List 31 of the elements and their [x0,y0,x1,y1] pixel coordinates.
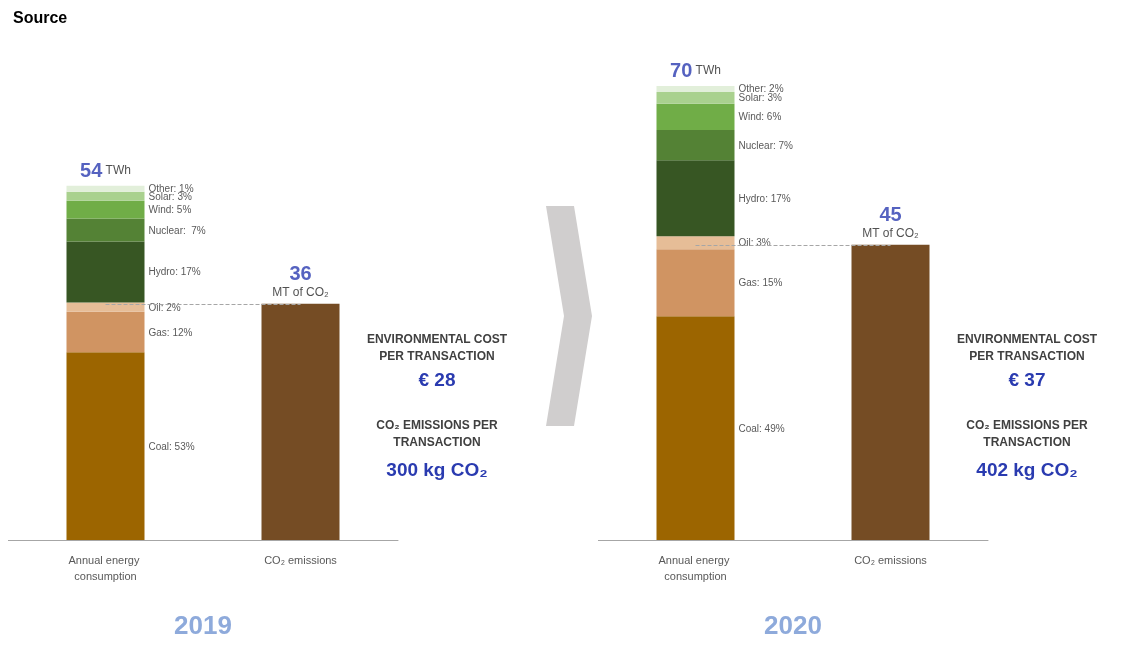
annotation: CO₂ EMISSIONS PER TRANSACTION [966,417,1089,449]
series-label: Gas: 15% [738,277,783,289]
text: € 37 [1008,368,1046,390]
data-label: 36 MT of CO₂ [272,261,330,299]
data-label: 45 MT of CO₂ [862,202,920,240]
series-label: Hydro: 17% [738,192,791,204]
chart-title: Source [13,8,68,26]
series-label: Nuclear: 7% [738,139,794,151]
series-label: Coal: 53% [148,440,195,452]
x-tick-label: CO₂ emissions [854,554,928,566]
series-label: Gas: 12% [148,326,193,338]
annotation: CO₂ EMISSIONS PER TRANSACTION [376,417,499,449]
series-label: Coal: 49% [738,422,785,434]
series-label: Other: 2% [738,83,784,95]
annotation: ENVIRONMENTAL COST PER TRANSACTION [366,331,508,363]
x-tick-label: CO₂ emissions [264,554,338,566]
annotation: ENVIRONMENTAL COST PER TRANSACTION [956,331,1098,363]
x-axis-title: 2019 [174,610,232,640]
x-tick-label: Annual energy consumption [658,554,733,582]
x-tick-label: Annual energy consumption [68,554,143,582]
x-axis-title: 2020 [764,610,822,640]
annotation: 300 kg CO₂ [386,458,488,480]
total-label: 54 TWh [80,158,131,181]
series-label: Wind: 5% [148,204,192,216]
series-label: Nuclear: 7% [148,224,206,236]
series-label: Hydro: 17% [148,266,201,278]
text: € 28 [418,368,456,390]
series-label: Solar: 3% [738,92,782,104]
annotation: 402 kg CO₂ [976,458,1078,480]
series-label: Wind: 6% [738,111,782,123]
total-label: 70 TWh [670,59,721,81]
